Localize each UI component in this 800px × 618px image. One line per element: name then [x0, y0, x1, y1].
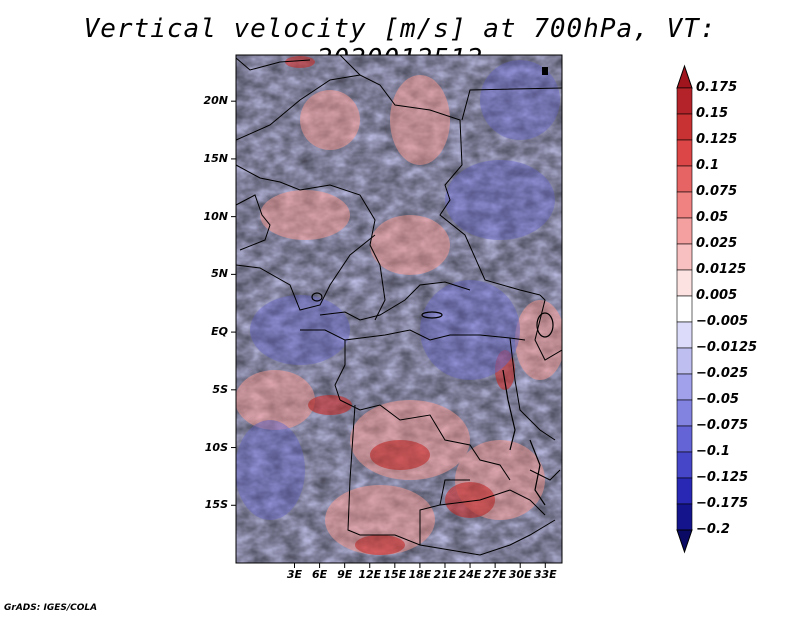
grads-credit: GrADS: IGES/COLA [4, 603, 98, 613]
lon-tick-label: 9E [337, 568, 353, 581]
lakes [311, 292, 554, 506]
colorbar-box [676, 321, 693, 349]
coast-fragment [542, 67, 548, 75]
colorbar-label: −0.05 [696, 392, 739, 407]
lat-ticks [231, 100, 236, 506]
colorbar-label: −0.0125 [696, 340, 758, 355]
colorbar-box [676, 191, 693, 219]
colorbar-box [676, 87, 693, 115]
colorbar-box [676, 217, 693, 245]
lat-tick-label: 20N [203, 94, 228, 108]
colorbar-box [676, 477, 693, 505]
colorbar-label: −0.005 [696, 314, 749, 329]
colorbar-box [676, 451, 693, 479]
colorbar-box [676, 165, 693, 193]
colorbar-box [676, 139, 693, 167]
colorbar-label: −0.175 [696, 496, 749, 511]
lat-tick-label: 5S [212, 382, 228, 396]
colorbar-label: −0.025 [696, 366, 749, 381]
colorbar-label: 0.15 [696, 106, 729, 121]
colorbar-box [676, 399, 693, 427]
colorbar-label: −0.075 [696, 418, 749, 433]
lon-tick-label: 15E [383, 568, 407, 581]
colorbar-label: −0.1 [696, 444, 730, 459]
map-frame [235, 54, 563, 564]
colorbar-label: 0.0125 [696, 262, 747, 277]
colorbar-box [676, 347, 693, 375]
lat-tick-label: 5N [211, 267, 228, 281]
lon-tick-label: 3E [286, 568, 303, 581]
lon-ticks [294, 563, 546, 568]
colorbar-box [676, 373, 693, 401]
lon-tick-label: 24E [458, 568, 482, 581]
colorbar-box [676, 269, 693, 297]
colorbar-box [676, 243, 693, 271]
colorbar-label: 0.1 [696, 158, 720, 173]
colorbar-box [676, 425, 693, 453]
lat-tick-label: 15N [203, 151, 228, 165]
lon-tick-label: 6E [311, 568, 328, 581]
lon-tick-label: 33E [533, 568, 557, 581]
colorbar-top-arrow [676, 64, 693, 89]
lat-tick-label: 10N [203, 209, 228, 223]
colorbar-label: 0.05 [696, 210, 729, 225]
lat-tick-label: EQ [211, 325, 228, 339]
lon-tick-label: 30E [508, 568, 532, 581]
lat-tick-label: 15S [204, 498, 228, 512]
colorbar-box [676, 503, 693, 531]
lon-tick-label: 18E [408, 568, 432, 581]
colorbar-label: 0.125 [696, 132, 738, 147]
colorbar-bottom-arrow [676, 529, 693, 554]
colorbar-label: 0.075 [696, 184, 738, 199]
lon-tick-label: 12E [358, 568, 382, 581]
lon-tick-label: 27E [483, 568, 507, 581]
lon-tick-label: 21E [433, 568, 457, 581]
colorbar-label: 0.175 [696, 80, 738, 95]
colorbar-label: 0.005 [696, 288, 738, 303]
colorbar-label: −0.2 [696, 522, 730, 537]
lat-tick-label: 10S [204, 440, 228, 454]
colorbar-label: 0.025 [696, 236, 738, 251]
colorbar-label: −0.125 [696, 470, 749, 485]
country-borders [236, 55, 562, 556]
field-red-texture [236, 55, 562, 563]
colorbar-box [676, 295, 693, 323]
colorbar-box [676, 113, 693, 141]
